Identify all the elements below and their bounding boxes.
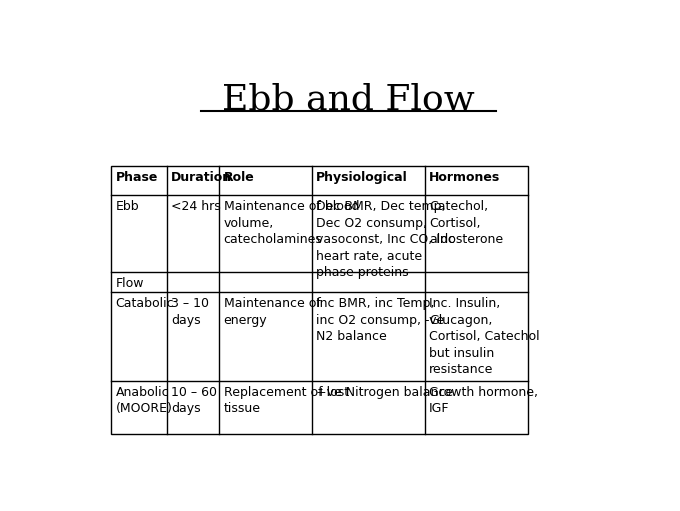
Text: <24 hrs: <24 hrs [171,200,220,213]
Text: 3 – 10
days: 3 – 10 days [171,297,209,327]
Text: 10 – 60
days: 10 – 60 days [171,386,217,415]
Text: Phase: Phase [116,171,158,184]
Text: Physiological: Physiological [316,171,407,184]
Text: +ve Nitrogen balance: +ve Nitrogen balance [316,386,453,399]
Text: Catechol,
Cortisol,
aldosterone: Catechol, Cortisol, aldosterone [429,200,503,246]
Text: Role: Role [224,171,254,184]
Text: Inc. Insulin,
Glucagon,
Cortisol, Catechol
but insulin
resistance: Inc. Insulin, Glucagon, Cortisol, Catech… [429,297,540,377]
Text: Inc BMR, inc Temp,
inc O2 consump, -ve
N2 balance: Inc BMR, inc Temp, inc O2 consump, -ve N… [316,297,444,343]
Text: Maintenance of
energy: Maintenance of energy [224,297,320,327]
Text: Anabolic
(MOORE): Anabolic (MOORE) [116,386,173,415]
Text: Ebb and Flow: Ebb and Flow [222,83,475,117]
Text: Growth hormone,
IGF: Growth hormone, IGF [429,386,538,415]
Text: Catabolic: Catabolic [116,297,174,310]
Text: Dec BMR, Dec temp,
Dec O2 consump,
vasoconst, Inc CO, Inc
heart rate, acute
phas: Dec BMR, Dec temp, Dec O2 consump, vasoc… [316,200,454,279]
Text: Duration: Duration [171,171,232,184]
Text: Replacement of lost
tissue: Replacement of lost tissue [224,386,349,415]
Bar [112,166,528,434]
Text: Flow: Flow [116,277,144,290]
Text: Maintenance of blood
volume,
catecholamines: Maintenance of blood volume, catecholami… [224,200,359,246]
Text: Hormones: Hormones [429,171,500,184]
Text: Ebb: Ebb [116,200,139,213]
